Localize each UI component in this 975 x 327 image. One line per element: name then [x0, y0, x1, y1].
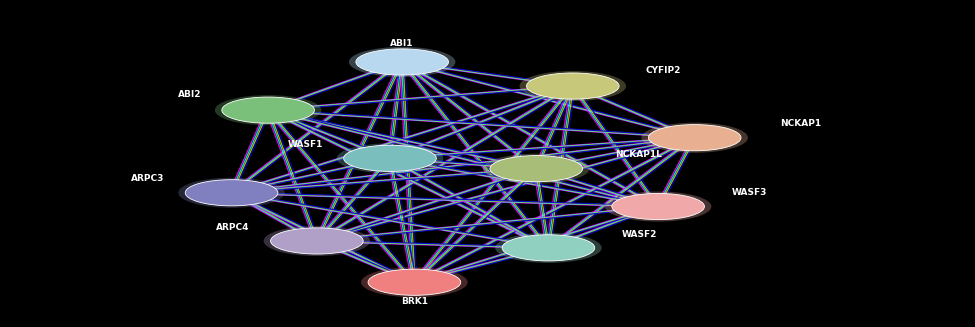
- Circle shape: [214, 95, 322, 125]
- Text: WASF1: WASF1: [288, 140, 323, 149]
- Circle shape: [178, 178, 285, 208]
- Circle shape: [642, 123, 748, 153]
- Circle shape: [185, 180, 278, 206]
- Text: NCKAP1L: NCKAP1L: [615, 150, 662, 159]
- Circle shape: [489, 156, 583, 182]
- Circle shape: [349, 47, 455, 77]
- Circle shape: [222, 97, 314, 123]
- Circle shape: [343, 145, 437, 171]
- Circle shape: [361, 267, 468, 297]
- Circle shape: [271, 228, 363, 254]
- Circle shape: [520, 71, 626, 101]
- Circle shape: [369, 269, 460, 295]
- Circle shape: [648, 125, 741, 151]
- Circle shape: [483, 154, 590, 184]
- Text: ABI1: ABI1: [390, 39, 414, 47]
- Text: CYFIP2: CYFIP2: [645, 66, 682, 75]
- Circle shape: [356, 49, 448, 75]
- Text: ARPC3: ARPC3: [132, 175, 165, 183]
- Circle shape: [263, 226, 370, 256]
- Text: BRK1: BRK1: [401, 297, 428, 306]
- Text: ABI2: ABI2: [177, 90, 201, 99]
- Text: NCKAP1: NCKAP1: [780, 119, 821, 129]
- Text: WASF2: WASF2: [622, 230, 657, 239]
- Circle shape: [495, 233, 602, 263]
- Circle shape: [604, 192, 712, 222]
- Text: WASF3: WASF3: [731, 188, 766, 197]
- Text: ARPC4: ARPC4: [216, 223, 250, 232]
- Circle shape: [612, 194, 704, 220]
- Circle shape: [502, 235, 595, 261]
- Circle shape: [526, 73, 619, 99]
- Circle shape: [336, 143, 444, 173]
